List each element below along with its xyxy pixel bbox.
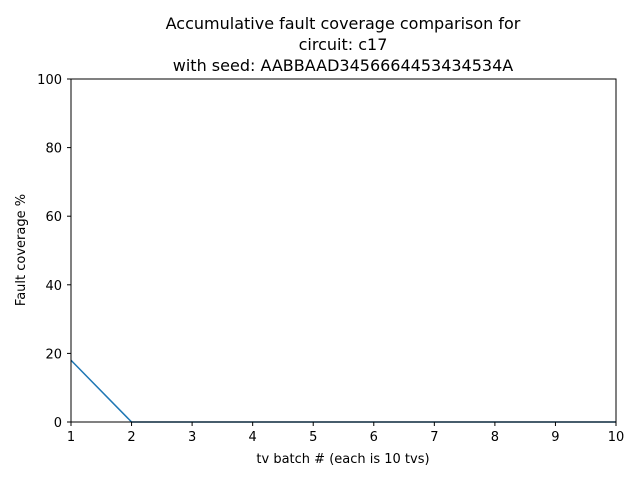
chart-title: Accumulative fault coverage comparison f…	[166, 14, 521, 75]
x-tick-label: 4	[249, 430, 257, 445]
x-tick-label: 7	[430, 430, 438, 445]
y-tick-label: 80	[45, 142, 62, 157]
plot-frame	[70, 78, 617, 423]
x-tick-label: 1	[67, 430, 75, 445]
x-axis-label: tv batch # (each is 10 tvs)	[256, 452, 429, 467]
y-tick-label: 60	[45, 210, 62, 225]
x-tick-label: 9	[551, 430, 559, 445]
x-tick-label: 10	[608, 430, 625, 445]
y-axis-label: Fault coverage %	[14, 194, 29, 306]
x-axis: 1 2 3 4 5 6 7 8 9 10	[67, 422, 624, 445]
x-tick-label: 3	[188, 430, 196, 445]
series-layer	[70, 359, 616, 423]
x-tick-label: 5	[309, 430, 317, 445]
x-tick-label: 6	[370, 430, 378, 445]
series-line-0	[70, 359, 616, 423]
y-tick-label: 20	[45, 347, 62, 362]
chart-title-line-3: with seed: AABBAAD3456664453434534A	[173, 56, 514, 75]
x-tick-label: 8	[491, 430, 499, 445]
plot-area	[70, 78, 617, 423]
chart-title-line-2: circuit: c17	[299, 35, 388, 54]
chart-title-line-1: Accumulative fault coverage comparison f…	[166, 14, 521, 33]
y-axis: 0 20 40 60 80 100	[37, 73, 71, 431]
y-tick-label: 0	[54, 416, 62, 431]
y-tick-label: 40	[45, 279, 62, 294]
y-tick-label: 100	[37, 73, 62, 88]
x-tick-label: 2	[127, 430, 135, 445]
